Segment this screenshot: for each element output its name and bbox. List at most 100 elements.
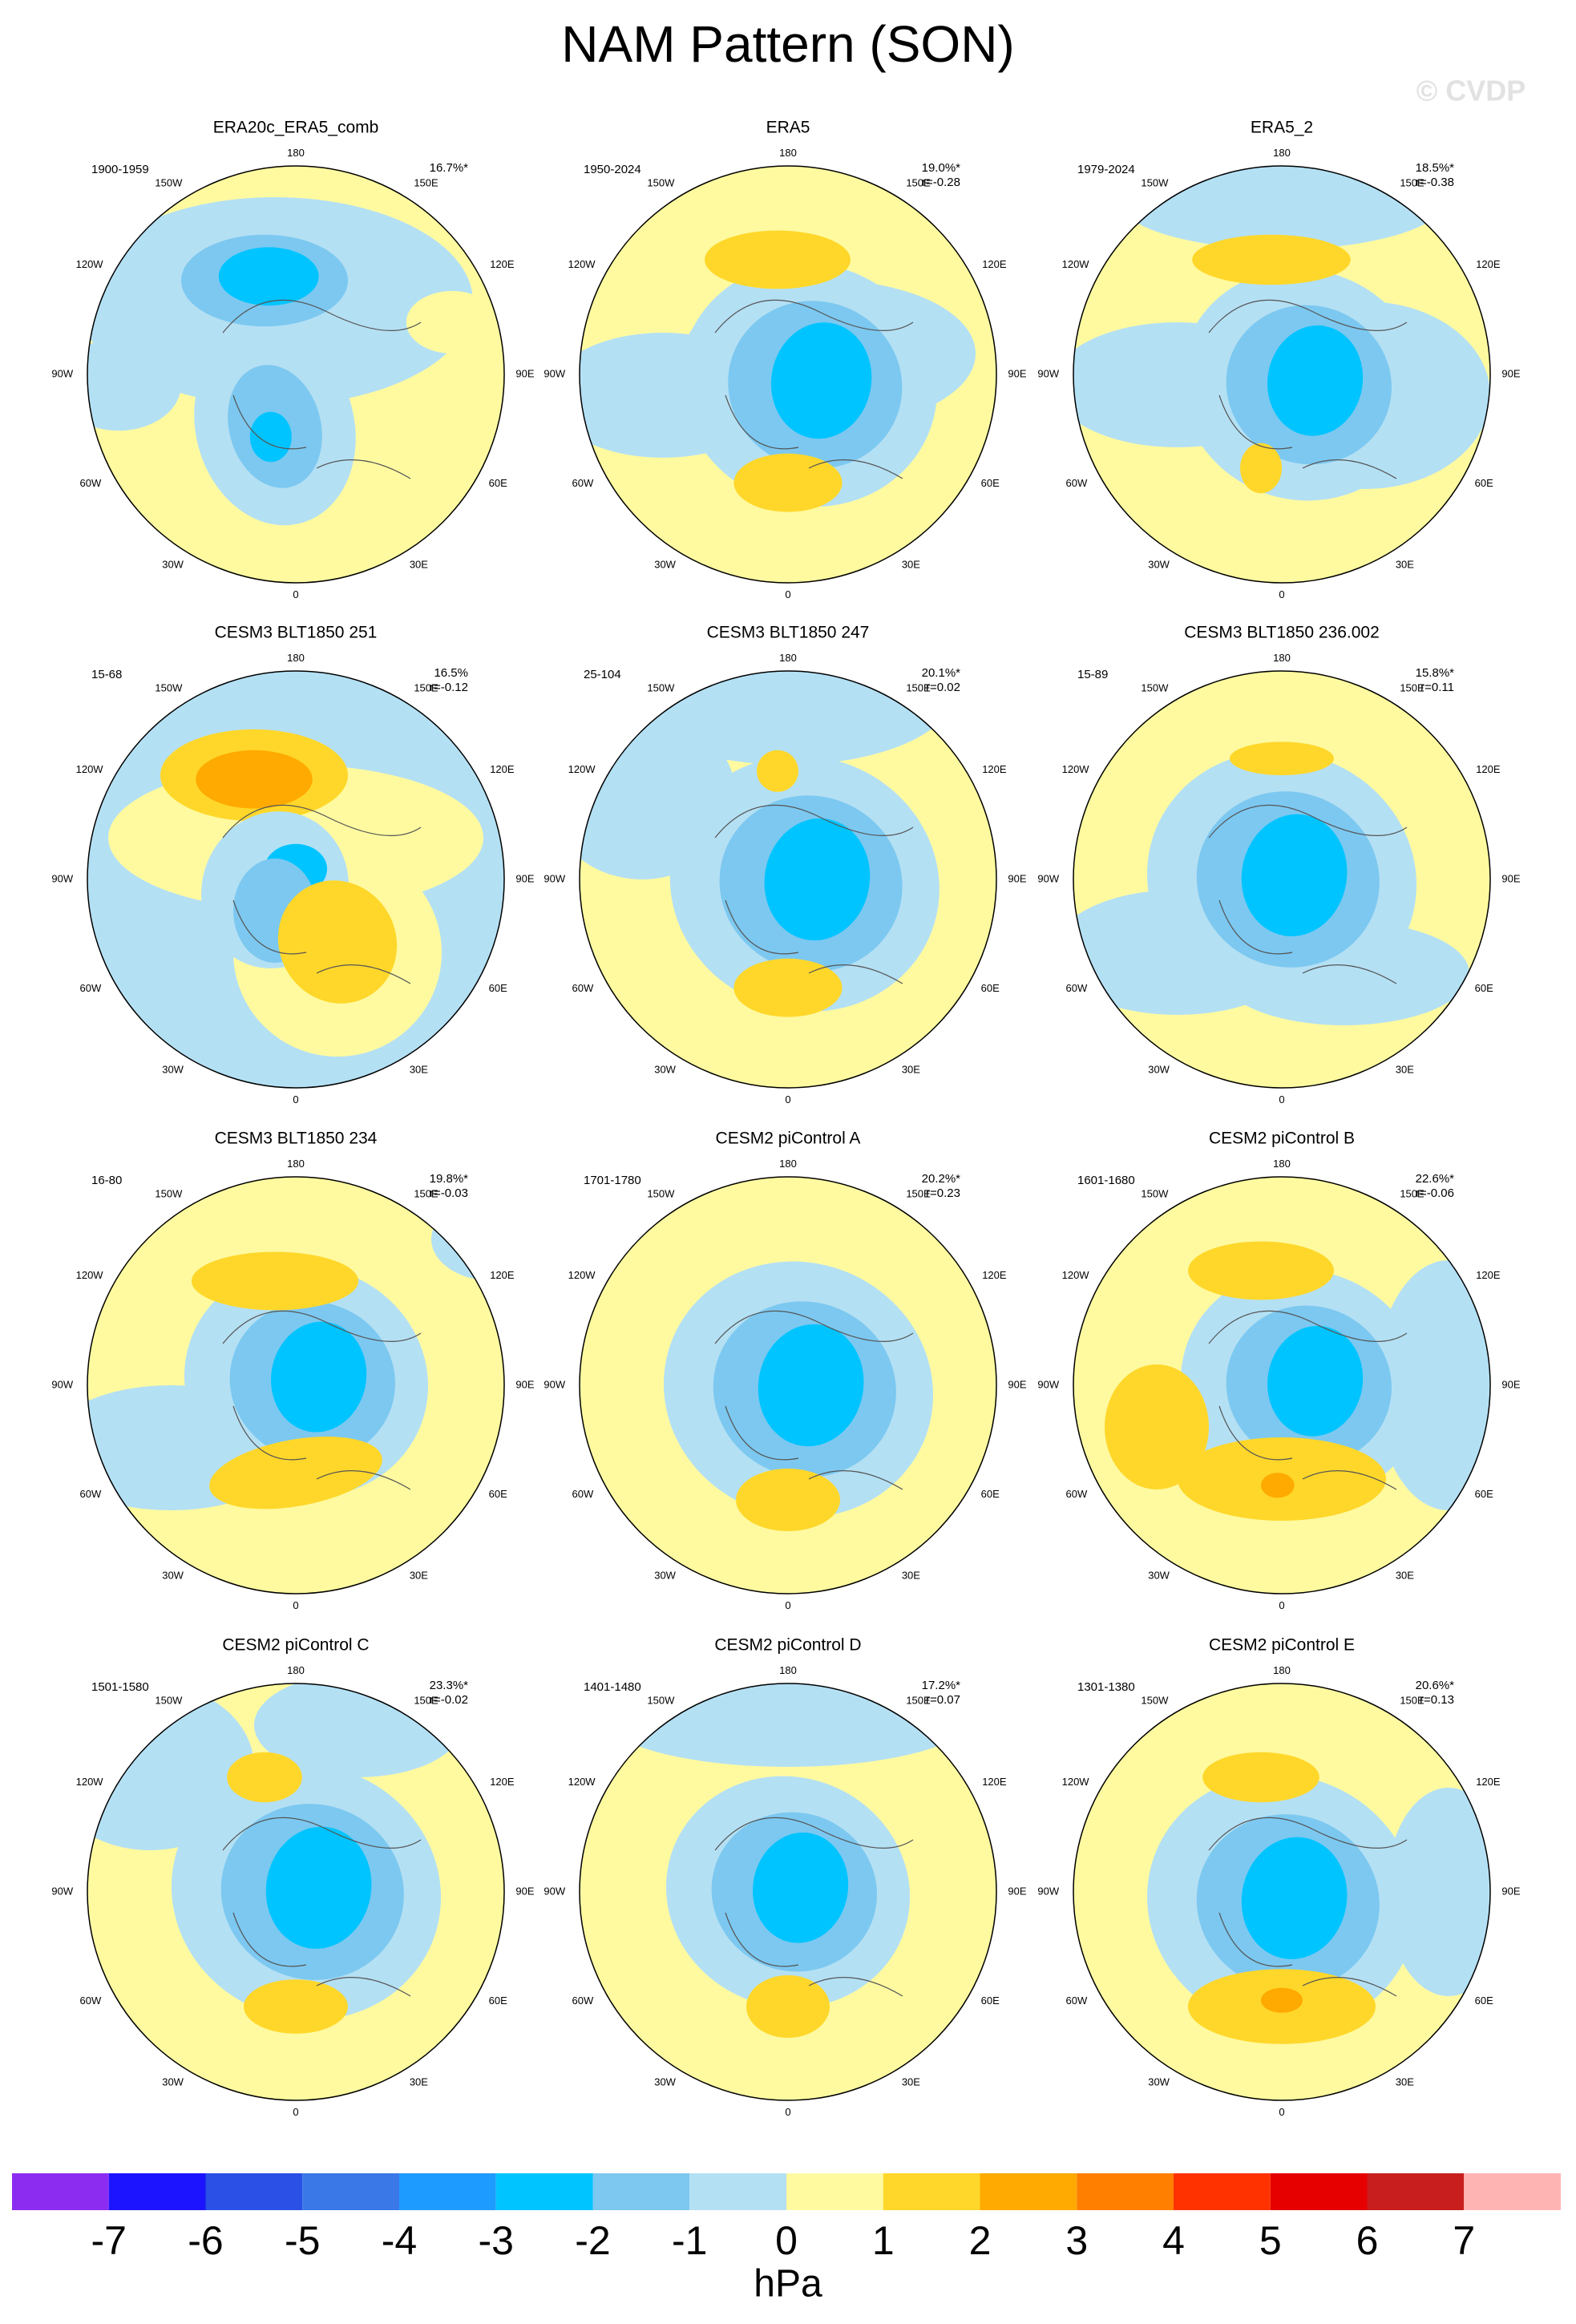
pattern-corr: r=-0.28 [922,176,960,189]
pattern-corr: r=0.11 [1420,681,1454,694]
colorbar-box [205,2173,303,2210]
variance-pct: 19.8%* [430,1172,469,1186]
longitude-label: 120W [1062,1776,1090,1788]
longitude-label: 180 [1273,652,1291,664]
period: 1900-1959 [91,163,149,176]
figure-title: NAM Pattern (SON) [561,15,1014,73]
longitude-label: 120E [1476,763,1501,775]
anomaly-region [1192,234,1351,285]
coastline [714,1817,914,1997]
longitude-label: 90E [1501,367,1520,379]
panel-title: ERA5_2 [1251,119,1313,137]
longitude-label: 0 [785,1093,790,1105]
colorbar-box [495,2173,593,2210]
panel-title: CESM3 BLT1850 251 [215,624,378,642]
period: 1301-1380 [1077,1680,1135,1694]
colorbar-tick-label: 1 [872,2218,895,2263]
longitude-label: 30W [654,1569,676,1581]
longitude-label: 120W [76,1269,104,1281]
longitude-label: 90W [51,367,73,379]
longitude-label: 150W [647,1695,675,1707]
map-panel: CESM3 BLT1850 234 16-80 19.8%*r=-0.03 180 15… [51,1130,534,1611]
colorbar-box [1077,2173,1174,2210]
map-panel: CESM2 piControl E 1301-1380 20.6%*r=0.13 18… [1037,1636,1520,2118]
anomaly-region [770,322,872,439]
longitude-label: 90W [544,1885,565,1897]
longitude-label: 0 [1279,1093,1284,1105]
panel-title: CESM3 BLT1850 236.002 [1184,624,1380,642]
colorbar-tick-label: -7 [91,2218,127,2263]
anomaly-region [227,1752,302,1803]
coastline [1208,1817,1408,1997]
anomaly-region [758,1324,864,1447]
longitude-label: 90W [544,872,565,884]
longitude-label: 90E [1501,1378,1520,1390]
longitude-label: 0 [1279,2106,1284,2118]
longitude-label: 150W [647,682,675,694]
longitude-label: 120E [490,258,515,270]
longitude-label: 120E [490,1269,515,1281]
panel-title: CESM3 BLT1850 247 [707,624,870,642]
variance-pct: 19.0%* [922,161,961,175]
map-field [1073,1177,1490,1594]
longitude-label: 60W [572,1995,594,2007]
anomaly-region [752,1832,849,1943]
longitude-label: 30E [902,1569,920,1581]
pattern-corr: r=0.23 [926,1186,960,1200]
anomaly-region [1115,166,1449,249]
colorbar-box [1270,2173,1368,2210]
colorbar-box [689,2173,786,2210]
map-panel: ERA20c_ERA5_comb 1900-1959 16.7%* 180 150W 15… [51,119,534,600]
colorbar-box [1367,2173,1465,2210]
longitude-label: 120E [1476,1269,1501,1281]
colorbar-tick-label: 0 [775,2218,798,2263]
longitude-label: 60E [981,982,1000,994]
colorbar-box [883,2173,980,2210]
panel-title: CESM2 piControl A [716,1130,861,1148]
coastline [222,299,422,479]
variance-pct: 23.3%* [430,1679,469,1692]
anomaly-region [406,291,499,354]
colorbar-tick-label: 3 [1065,2218,1088,2263]
anomaly-region [87,338,181,431]
longitude-label: 60W [572,1488,594,1500]
map-panel: CESM2 piControl D 1401-1480 17.2%*r=0.07 18… [544,1636,1026,2118]
longitude-label: 180 [1273,147,1291,159]
longitude-label: 120E [982,763,1007,775]
longitude-label: 90W [544,1378,565,1390]
anomaly-region [1261,1473,1295,1498]
anomaly-region [218,247,319,306]
panel-title: CESM2 piControl C [222,1636,369,1655]
pattern-corr: r=0.13 [1420,1693,1454,1707]
longitude-label: 60W [80,477,102,489]
anomaly-region [733,958,843,1017]
longitude-label: 60W [1066,477,1088,489]
variance-pct: 16.7%* [430,161,469,175]
longitude-label: 180 [287,652,305,664]
map-border [87,1176,505,1594]
map-border [579,1683,997,2101]
anomaly-region [1202,1752,1319,1803]
variance-pct: 22.6%* [1416,1172,1455,1186]
longitude-label: 60E [489,1488,507,1500]
longitude-label: 0 [293,1599,298,1611]
longitude-label: 30E [1396,2075,1414,2088]
longitude-label: 30W [654,558,676,570]
map-border [1073,1683,1491,2101]
longitude-label: 90W [1037,1378,1059,1390]
longitude-label: 150E [906,1695,931,1707]
anomaly-region [1241,814,1348,936]
colorbar-tick-label: 2 [969,2218,992,2263]
colorbar-tick-label: -4 [382,2218,417,2263]
variance-pct: 17.2%* [922,1679,961,1692]
longitude-label: 90E [1008,1885,1026,1897]
longitude-label: 120E [982,1776,1007,1788]
longitude-label: 150E [414,682,438,694]
longitude-label: 30W [162,558,184,570]
colorbar-box [302,2173,399,2210]
longitude-label: 30E [902,2075,920,2088]
panel-title: CESM2 piControl D [714,1636,861,1655]
anomaly-region [1386,1788,1490,1996]
longitude-label: 30E [410,1063,428,1075]
